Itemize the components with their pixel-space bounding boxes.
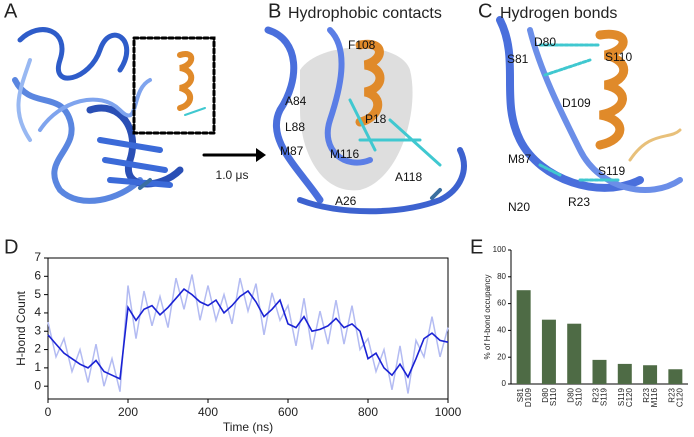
panel-title: Hydrogen bonds xyxy=(500,5,617,22)
residue-label: D109 xyxy=(562,96,591,110)
residue-label: F108 xyxy=(348,38,376,52)
residue-label: A84 xyxy=(285,94,307,108)
residue-label: S81 xyxy=(507,52,529,66)
x-tick-label: 400 xyxy=(198,405,218,419)
residue-label: P18 xyxy=(365,112,387,126)
panel-a-art xyxy=(12,27,266,204)
x-tick-label: D80 xyxy=(541,387,550,402)
y-tick-label: 100 xyxy=(493,245,507,254)
x-tick-label: R23 xyxy=(667,387,676,402)
x-tick-label: C120 xyxy=(675,387,684,407)
panel-c-art xyxy=(496,16,683,193)
residue-label: L88 xyxy=(285,120,305,134)
residue-label: S119 xyxy=(598,164,625,178)
x-tick-label: 800 xyxy=(358,405,378,419)
panel-b-art xyxy=(264,26,467,215)
x-tick-label: S110 xyxy=(549,387,558,406)
panel-label: A xyxy=(4,0,18,22)
plot-frame xyxy=(47,257,449,400)
x-axis-label: Time (ns) xyxy=(223,420,273,434)
line-series xyxy=(47,274,449,394)
y-axis-label: H-bond Count xyxy=(14,290,28,365)
panel-label: B xyxy=(268,0,281,22)
x-tick-label: S110 xyxy=(574,387,583,406)
y-tick-label: 0 xyxy=(502,379,507,388)
y-tick-label: 3 xyxy=(34,323,41,337)
x-tick-label: 1000 xyxy=(435,405,462,419)
x-tick-label: M116 xyxy=(650,387,659,407)
panel-title: Hydrophobic contacts xyxy=(288,5,442,22)
y-tick-label: 7 xyxy=(34,250,41,264)
x-tick-label: C120 xyxy=(625,387,634,407)
x-tick-label: D80 xyxy=(566,387,575,402)
y-tick-label: 0 xyxy=(34,378,41,392)
residue-label: R23 xyxy=(568,195,590,209)
residue-label: D80 xyxy=(534,35,556,49)
y-tick-label: 20 xyxy=(497,352,506,361)
x-tick-label: R23 xyxy=(642,387,651,402)
y-tick-label: 80 xyxy=(497,272,506,281)
y-tick-label: 40 xyxy=(497,326,506,335)
bar xyxy=(668,369,683,384)
x-tick-label: 0 xyxy=(45,405,52,419)
panel-label: E xyxy=(470,236,483,258)
y-tick-label: 2 xyxy=(34,342,41,356)
y-axis-label: % of H-bond occupancy xyxy=(483,275,492,360)
x-tick-label: S119 xyxy=(600,387,609,406)
bar xyxy=(516,290,531,384)
y-tick-label: 5 xyxy=(34,287,41,301)
y-tick-label: 1 xyxy=(34,360,41,374)
residue-label: S110 xyxy=(605,50,632,64)
residue-label: A26 xyxy=(335,194,357,208)
x-tick-label: S81 xyxy=(516,387,525,402)
bar xyxy=(643,365,658,384)
bar xyxy=(567,323,582,384)
y-tick-label: 60 xyxy=(497,299,506,308)
x-tick-label: 600 xyxy=(278,405,298,419)
residue-label: M87 xyxy=(508,152,532,166)
art-labels: A B C D E 1.0 μs Hydrophobic contacts Hydrogen … xyxy=(4,0,632,258)
panel-label: C xyxy=(478,0,492,22)
x-tick-label: S119 xyxy=(617,387,626,406)
y-tick-label: 4 xyxy=(34,305,41,319)
residue-label: A118 xyxy=(395,170,422,184)
y-tick-label: 6 xyxy=(34,268,41,282)
x-tick-label: 200 xyxy=(118,405,138,419)
residue-label: N20 xyxy=(508,200,530,214)
arrow-label: 1.0 μs xyxy=(216,168,249,182)
residue-label: M116 xyxy=(330,147,359,161)
bar xyxy=(541,319,556,384)
x-tick-label: R23 xyxy=(592,387,601,402)
residue-label: M87 xyxy=(280,144,304,158)
x-tick-label: D109 xyxy=(524,387,533,407)
bar xyxy=(617,363,632,384)
panel-label: D xyxy=(4,236,18,258)
line-series xyxy=(47,288,449,381)
bar xyxy=(592,359,607,384)
